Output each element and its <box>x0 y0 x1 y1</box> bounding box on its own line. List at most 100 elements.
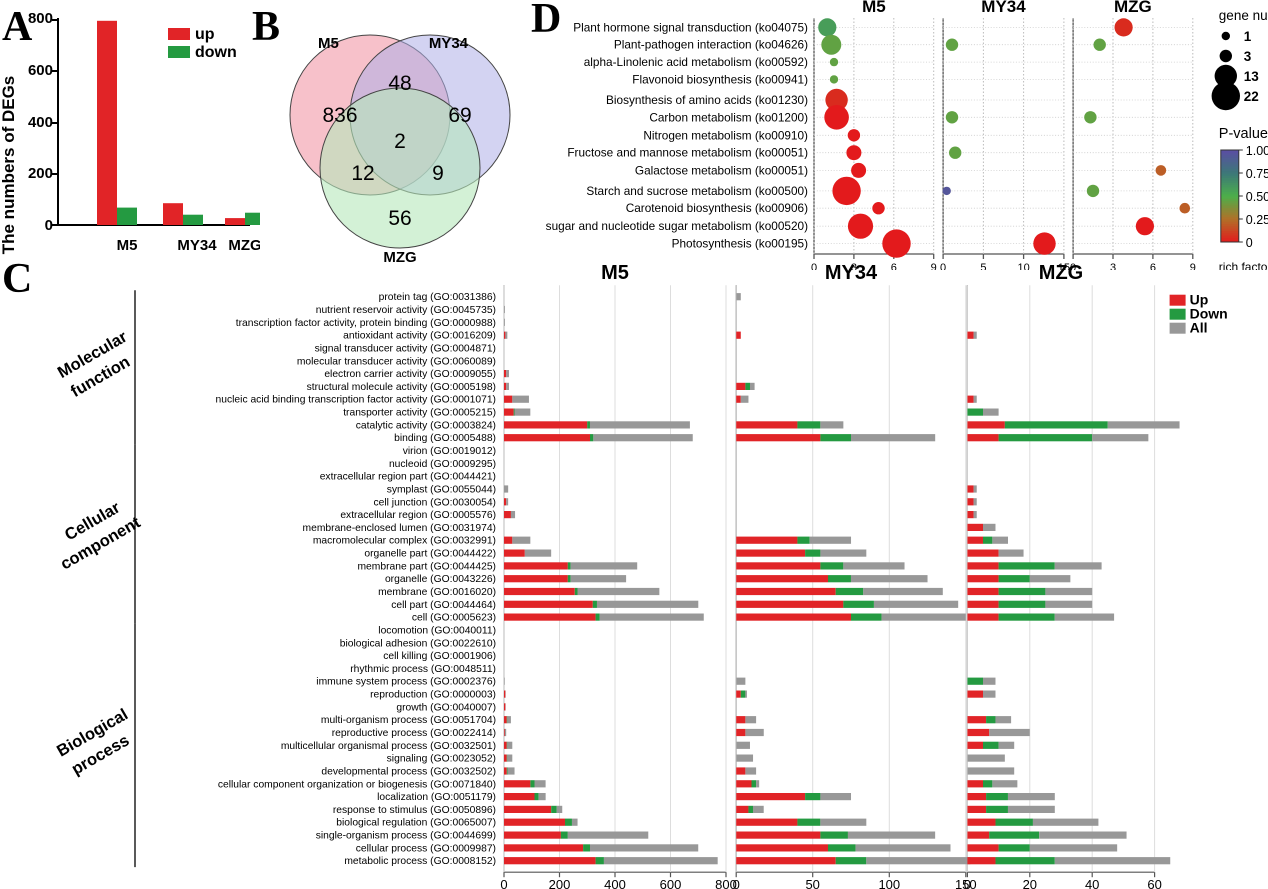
svg-text:1: 1 <box>1244 29 1252 44</box>
svg-text:B: B <box>252 4 280 50</box>
svg-text:macromolecular complex (GO:003: macromolecular complex (GO:0032991) <box>313 536 496 547</box>
svg-text:Biosynthesis of amino acids (k: Biosynthesis of amino acids (ko01230) <box>606 93 808 107</box>
svg-text:800: 800 <box>28 10 53 27</box>
svg-text:Galactose metabolism (ko00051): Galactose metabolism (ko00051) <box>635 163 808 177</box>
svg-text:400: 400 <box>28 114 53 131</box>
svg-text:48: 48 <box>388 72 411 95</box>
svg-text:600: 600 <box>660 877 682 889</box>
svg-text:signaling (GO:0023052): signaling (GO:0023052) <box>387 754 496 765</box>
svg-text:12: 12 <box>351 162 374 185</box>
svg-text:2: 2 <box>394 130 406 153</box>
svg-text:0: 0 <box>1246 236 1253 250</box>
svg-text:immune system process (GO:0002: immune system process (GO:0002376) <box>316 677 496 688</box>
svg-text:13: 13 <box>1244 69 1260 84</box>
svg-text:protein tag (GO:0031386): protein tag (GO:0031386) <box>379 292 496 303</box>
svg-text:3: 3 <box>1244 49 1252 64</box>
svg-text:response to stimulus (GO:00508: response to stimulus (GO:0050896) <box>333 805 496 816</box>
svg-text:multicellular organismal proce: multicellular organismal process (GO:003… <box>281 741 496 752</box>
svg-text:836: 836 <box>322 104 357 127</box>
svg-text:M5: M5 <box>318 35 339 52</box>
svg-text:0: 0 <box>964 877 971 889</box>
svg-text:Carotenoid biosynthesis (ko009: Carotenoid biosynthesis (ko00906) <box>626 201 808 215</box>
svg-text:Plant hormone signal transduct: Plant hormone signal transduction (ko040… <box>573 20 808 34</box>
svg-text:nutrient reservoir activity (G: nutrient reservoir activity (GO:0045735) <box>316 305 496 316</box>
svg-text:Amino sugar and nucleotide sug: Amino sugar and nucleotide sugar metabol… <box>545 219 808 233</box>
svg-text:multi-organism process (GO:005: multi-organism process (GO:0051704) <box>321 715 496 726</box>
svg-text:electron carrier activity (GO:: electron carrier activity (GO:0009055) <box>324 369 496 380</box>
svg-text:Flavonoid biosynthesis (ko0094: Flavonoid biosynthesis (ko00941) <box>632 72 808 86</box>
svg-text:1.00: 1.00 <box>1246 144 1268 158</box>
svg-text:MY34: MY34 <box>981 0 1026 16</box>
svg-text:200: 200 <box>28 165 53 182</box>
svg-text:600: 600 <box>28 62 53 79</box>
svg-text:localization (GO:0051179): localization (GO:0051179) <box>377 792 496 803</box>
svg-text:The numbers of DEGs: The numbers of DEGs <box>0 76 18 255</box>
svg-text:metabolic process (GO:0008152): metabolic process (GO:0008152) <box>344 856 496 867</box>
svg-text:nucleic acid binding transcrip: nucleic acid binding transcription facto… <box>216 395 496 406</box>
svg-text:60: 60 <box>1147 877 1161 889</box>
svg-text:Carbon metabolism (ko01200): Carbon metabolism (ko01200) <box>649 110 808 124</box>
svg-text:69: 69 <box>448 104 471 127</box>
svg-text:cell (GO:0005623): cell (GO:0005623) <box>412 613 496 624</box>
svg-text:reproductive process (GO:00224: reproductive process (GO:0022414) <box>332 728 496 739</box>
svg-text:0: 0 <box>733 877 740 889</box>
svg-text:extracellular region (GO:00055: extracellular region (GO:0005576) <box>340 510 496 521</box>
svg-text:growth (GO:0040007): growth (GO:0040007) <box>396 702 496 713</box>
svg-text:reproduction (GO:0000003): reproduction (GO:0000003) <box>370 690 496 701</box>
svg-text:binding (GO:0005488): binding (GO:0005488) <box>394 433 496 444</box>
svg-text:MY34: MY34 <box>429 35 469 52</box>
svg-text:gene number: gene number <box>1219 8 1268 23</box>
svg-text:Fructose and mannose metabolis: Fructose and mannose metabolism (ko00051… <box>567 146 808 160</box>
svg-text:56: 56 <box>388 207 411 230</box>
svg-text:antioxidant activity (GO:00162: antioxidant activity (GO:0016209) <box>343 331 496 342</box>
svg-text:MY34: MY34 <box>177 237 217 254</box>
svg-text:cell junction (GO:0030054): cell junction (GO:0030054) <box>374 497 497 508</box>
svg-text:200: 200 <box>549 877 571 889</box>
svg-text:Plant-pathogen interaction (ko: Plant-pathogen interaction (ko04626) <box>614 38 808 52</box>
svg-text:cellular process (GO:0009987): cellular process (GO:0009987) <box>356 843 496 854</box>
svg-text:catalytic activity (GO:0003824: catalytic activity (GO:0003824) <box>356 420 496 431</box>
svg-text:0: 0 <box>500 877 507 889</box>
svg-text:M5: M5 <box>601 262 629 284</box>
svg-text:up: up <box>195 26 215 43</box>
svg-text:single-organism process (GO:00: single-organism process (GO:0044699) <box>316 831 496 842</box>
svg-text:organelle part (GO:0044422): organelle part (GO:0044422) <box>364 549 496 560</box>
svg-text:nucleoid (GO:0009295): nucleoid (GO:0009295) <box>389 459 496 470</box>
svg-text:membrane-enclosed lumen (GO:00: membrane-enclosed lumen (GO:0031974) <box>303 523 496 534</box>
svg-text:virion (GO:0019012): virion (GO:0019012) <box>403 446 496 457</box>
svg-text:locomotion (GO:0040011): locomotion (GO:0040011) <box>378 626 496 637</box>
svg-text:developmental process (GO:0032: developmental process (GO:0032502) <box>321 767 496 778</box>
svg-text:cellular component organizatio: cellular component organization or bioge… <box>218 779 496 790</box>
svg-text:MY34: MY34 <box>825 262 878 284</box>
svg-text:cell killing (GO:0001906): cell killing (GO:0001906) <box>383 651 496 662</box>
svg-text:Nitrogen metabolism (ko00910): Nitrogen metabolism (ko00910) <box>643 128 808 142</box>
svg-text:MZG: MZG <box>1039 262 1083 284</box>
svg-text:All: All <box>1190 320 1208 336</box>
svg-text:biological adhesion (GO:002261: biological adhesion (GO:0022610) <box>340 638 496 649</box>
svg-text:cell part (GO:0044464): cell part (GO:0044464) <box>391 600 496 611</box>
svg-text:0.75: 0.75 <box>1246 167 1268 181</box>
svg-text:symplast (GO:0055044): symplast (GO:0055044) <box>387 485 496 496</box>
svg-text:alpha-Linolenic acid metabolis: alpha-Linolenic acid metabolism (ko00592… <box>584 55 808 69</box>
svg-text:Starch and sucrose metabolism: Starch and sucrose metabolism (ko00500) <box>586 184 808 198</box>
svg-text:0: 0 <box>45 217 53 234</box>
svg-text:transporter activity (GO:00052: transporter activity (GO:0005215) <box>343 408 496 419</box>
svg-text:biological regulation (GO:0065: biological regulation (GO:0065007) <box>336 818 496 829</box>
svg-text:membrane (GO:0016020): membrane (GO:0016020) <box>378 587 496 598</box>
svg-text:down: down <box>195 44 237 61</box>
svg-text:22: 22 <box>1244 89 1259 104</box>
svg-text:0.50: 0.50 <box>1246 190 1268 204</box>
svg-text:organelle (GO:0043226): organelle (GO:0043226) <box>385 574 496 585</box>
svg-text:9: 9 <box>432 162 444 185</box>
svg-text:molecular transducer activity: molecular transducer activity (GO:006008… <box>297 356 496 367</box>
svg-text:extracellular region part (GO:: extracellular region part (GO:0044421) <box>320 472 496 483</box>
svg-text:MZG: MZG <box>1114 0 1152 16</box>
svg-text:50: 50 <box>805 877 819 889</box>
svg-text:M5: M5 <box>117 237 138 254</box>
svg-text:0.25: 0.25 <box>1246 213 1268 227</box>
svg-text:400: 400 <box>604 877 626 889</box>
svg-text:40: 40 <box>1085 877 1099 889</box>
svg-text:M5: M5 <box>862 0 886 16</box>
svg-text:P-value: P-value <box>1219 126 1268 142</box>
svg-text:rhythmic process (GO:0048511): rhythmic process (GO:0048511) <box>350 664 496 675</box>
